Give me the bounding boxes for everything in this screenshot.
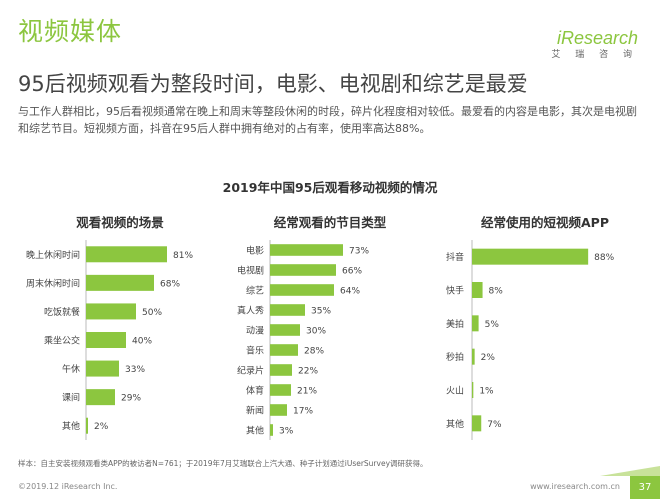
bar-apps — [472, 415, 482, 432]
value-label: 40% — [132, 337, 152, 347]
bar-scenes — [86, 303, 136, 320]
category-label: 其他 — [62, 420, 80, 432]
category-label: 电影 — [246, 245, 264, 257]
value-label: 22% — [298, 367, 318, 377]
value-label: 5% — [485, 320, 500, 330]
bar-content — [270, 324, 300, 336]
bar-apps — [472, 248, 589, 265]
category-label: 吃饭就餐 — [44, 306, 80, 318]
category-label: 抖音 — [446, 251, 464, 263]
value-label: 8% — [489, 287, 504, 297]
value-label: 50% — [142, 308, 162, 318]
panel-apps: 抖音 88% 快手 8% 美拍 5% 秒拍 2% 火山 1% 其他 7% — [446, 240, 615, 440]
logo-subtitle: 艾 瑞 咨 询 — [551, 50, 638, 60]
bar-scenes — [86, 274, 154, 291]
bar-scenes — [86, 360, 119, 377]
section-title: 视频媒体 — [18, 17, 123, 46]
value-label: 68% — [160, 279, 180, 289]
value-label: 81% — [173, 251, 193, 261]
value-label: 28% — [304, 347, 324, 357]
bar-content — [270, 284, 334, 296]
bar-content — [270, 404, 287, 416]
value-label: 30% — [306, 327, 326, 337]
value-label: 7% — [487, 420, 502, 430]
panel-scenes: 晚上休闲时间 81% 周末休闲时间 68% 吃饭就餐 50% 乘坐公交 40% 午休 33% 课间 2… — [26, 240, 193, 440]
bar-apps — [472, 382, 474, 398]
panel-title-short-video-apps: 经常使用的短视频APP — [481, 215, 609, 230]
chart-overall-title: 2019年中国95后观看移动视频的情况 — [222, 180, 438, 195]
bar-scenes — [86, 389, 115, 406]
panel-title-scenes: 观看视频的场景 — [76, 215, 164, 230]
category-label: 火山 — [446, 386, 464, 397]
iresearch-logo: iResearch 艾 瑞 咨 询 — [551, 28, 638, 60]
copyright: ©2019.12 iResearch Inc. — [18, 482, 118, 491]
value-label: 88% — [594, 253, 614, 263]
page-number: 37 — [630, 476, 660, 499]
category-label: 美拍 — [446, 318, 464, 330]
category-label: 电视剧 — [237, 265, 264, 277]
category-label: 纪录片 — [237, 365, 264, 377]
corner-decoration — [600, 466, 660, 476]
intro-paragraph: 与工作人群相比，95后看视频通常在晚上和周末等整段休闲的时段，碎片化程度相对较低… — [18, 105, 637, 135]
bar-content — [270, 384, 291, 396]
value-label: 29% — [121, 394, 141, 404]
page-headline: 95后视频观看为整段时间，电影、电视剧和综艺是最爱 — [18, 72, 528, 96]
category-label: 快手 — [446, 285, 464, 297]
category-label: 新闻 — [246, 405, 264, 417]
value-label: 33% — [125, 365, 145, 375]
bar-content — [270, 264, 336, 276]
value-label: 66% — [342, 267, 362, 277]
value-label: 1% — [479, 387, 494, 397]
bar-content — [270, 344, 298, 356]
value-label: 3% — [279, 427, 294, 437]
bar-apps — [472, 348, 475, 365]
category-label: 音乐 — [246, 345, 264, 357]
website-url: www.iresearch.com.cn — [530, 482, 620, 491]
category-label: 综艺 — [246, 285, 264, 297]
category-label: 午休 — [62, 363, 80, 375]
category-label: 其他 — [246, 425, 264, 437]
bar-content — [270, 364, 292, 376]
category-label: 其他 — [446, 418, 464, 430]
category-label: 真人秀 — [237, 305, 264, 317]
value-label: 35% — [311, 307, 331, 317]
panel-title-content-types: 经常观看的节目类型 — [273, 215, 387, 230]
category-label: 乘坐公交 — [44, 335, 80, 347]
bar-apps — [472, 315, 479, 332]
bar-scenes — [86, 417, 88, 434]
bar-content — [270, 244, 343, 256]
value-label: 2% — [94, 422, 109, 432]
bar-scenes — [86, 246, 167, 263]
bar-content — [270, 424, 273, 436]
value-label: 64% — [340, 287, 360, 297]
bar-content — [270, 304, 305, 316]
bar-apps — [472, 282, 483, 298]
panel-content: 电影 73% 电视剧 66% 综艺 64% 真人秀 35% 动漫 30% 音乐 28% 纪录片 22% 体育… — [237, 240, 369, 440]
category-label: 周末休闲时间 — [26, 277, 80, 289]
bar-scenes — [86, 332, 126, 348]
value-label: 21% — [297, 387, 317, 397]
category-label: 晚上休闲时间 — [26, 249, 80, 261]
category-label: 秒拍 — [446, 351, 464, 363]
category-label: 课间 — [62, 392, 80, 404]
value-label: 2% — [481, 353, 496, 363]
category-label: 动漫 — [246, 325, 264, 337]
value-label: 73% — [349, 247, 369, 257]
category-label: 体育 — [246, 385, 264, 397]
value-label: 17% — [293, 407, 313, 417]
footnote: 样本：自主安装视频观看类APP的被访者N=761；于2019年7月艾瑞联合上汽大… — [18, 459, 428, 468]
logo-brand: iResearch — [556, 28, 638, 48]
